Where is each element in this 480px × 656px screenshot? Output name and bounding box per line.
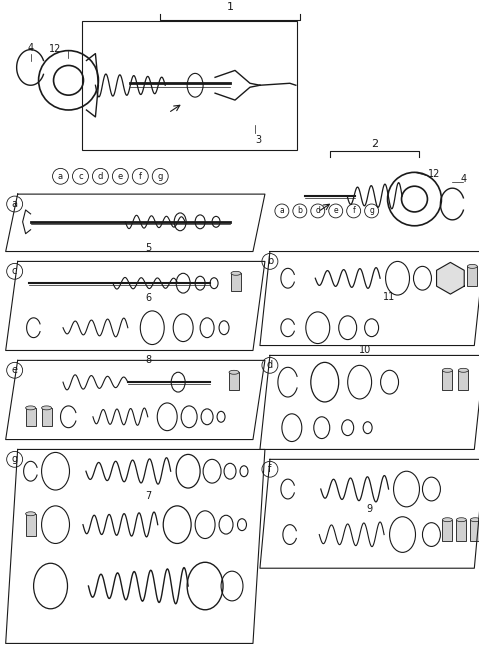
Text: d: d	[267, 360, 273, 371]
Text: 5: 5	[145, 243, 151, 253]
Text: e: e	[334, 207, 338, 215]
Ellipse shape	[231, 272, 241, 276]
Text: 4: 4	[460, 174, 467, 184]
Text: a: a	[12, 199, 18, 209]
Text: d: d	[315, 207, 320, 215]
Bar	[443, 370, 452, 390]
Ellipse shape	[468, 264, 477, 268]
Text: e: e	[118, 172, 123, 181]
Text: f: f	[139, 172, 142, 181]
Text: 12: 12	[428, 169, 440, 179]
Text: a: a	[58, 172, 63, 181]
Text: f: f	[352, 207, 355, 215]
Text: a: a	[279, 207, 284, 215]
Ellipse shape	[229, 370, 239, 374]
Ellipse shape	[25, 406, 36, 410]
Text: e: e	[12, 365, 18, 375]
Text: c: c	[78, 172, 83, 181]
Text: 8: 8	[145, 356, 151, 365]
Text: 10: 10	[359, 346, 371, 356]
Bar	[42, 408, 51, 426]
Text: 1: 1	[227, 2, 234, 12]
Text: 7: 7	[145, 491, 151, 501]
Text: 12: 12	[49, 44, 62, 54]
Ellipse shape	[456, 518, 467, 522]
Ellipse shape	[470, 518, 480, 522]
Bar	[231, 274, 241, 291]
Text: 3: 3	[255, 134, 261, 145]
Ellipse shape	[443, 368, 452, 372]
Text: c: c	[12, 266, 17, 276]
Bar	[25, 514, 36, 535]
Text: 9: 9	[367, 504, 372, 514]
Bar	[470, 520, 480, 541]
Text: f: f	[268, 464, 272, 474]
Text: 2: 2	[371, 138, 378, 149]
Bar	[25, 408, 36, 426]
Bar	[229, 372, 239, 390]
Text: b: b	[267, 256, 273, 266]
Ellipse shape	[458, 368, 468, 372]
Bar	[443, 520, 452, 541]
Text: b: b	[298, 207, 302, 215]
Text: g: g	[12, 455, 18, 464]
Bar	[468, 266, 477, 286]
Text: 6: 6	[145, 293, 151, 303]
Text: g: g	[157, 172, 163, 181]
Polygon shape	[437, 262, 464, 294]
Bar	[83, 21, 297, 150]
Text: d: d	[98, 172, 103, 181]
Text: 11: 11	[384, 292, 396, 302]
Ellipse shape	[42, 406, 51, 410]
Text: 4: 4	[27, 43, 34, 52]
Ellipse shape	[25, 512, 36, 516]
Bar	[458, 370, 468, 390]
Bar	[456, 520, 467, 541]
Text: g: g	[369, 207, 374, 215]
Ellipse shape	[443, 518, 452, 522]
